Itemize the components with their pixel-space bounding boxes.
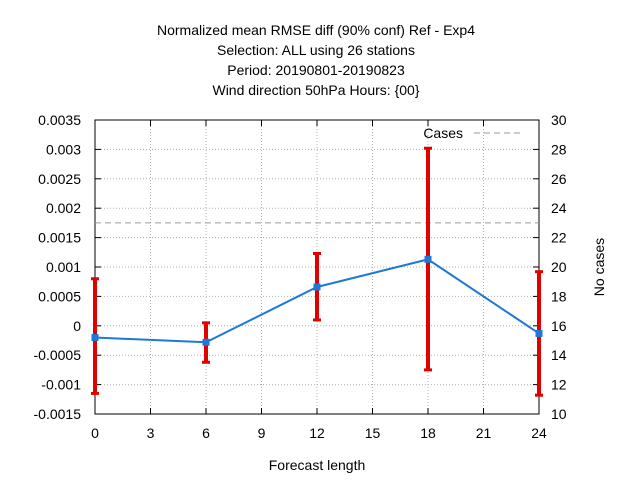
y2-tick-label: 24 bbox=[551, 200, 567, 216]
y2-tick-label: 12 bbox=[551, 377, 567, 393]
data-point bbox=[202, 338, 210, 346]
x-tick-label: 24 bbox=[531, 425, 547, 441]
x-tick-label: 12 bbox=[309, 425, 325, 441]
x-axis-label: Forecast length bbox=[269, 457, 366, 473]
y-tick-label: 0.002 bbox=[46, 200, 81, 216]
y2-tick-label: 10 bbox=[551, 406, 567, 422]
y-tick-label: -0.001 bbox=[41, 377, 81, 393]
y-tick-label: 0 bbox=[73, 318, 81, 334]
ticks: 0 3 6 9 12 15 18 21 24 -0.0015 -0.001 -0.0005 0 0.000… bbox=[34, 112, 567, 441]
y-tick-label: 0.0035 bbox=[38, 112, 81, 128]
legend-label: Cases bbox=[423, 125, 463, 141]
title-line: Normalized mean RMSE diff (90% conf) Ref… bbox=[157, 22, 475, 38]
legend: Cases bbox=[423, 125, 522, 141]
y2-tick-label: 18 bbox=[551, 288, 567, 304]
x-tick-label: 18 bbox=[420, 425, 436, 441]
y2-tick-label: 28 bbox=[551, 141, 567, 157]
data-point bbox=[535, 329, 543, 337]
y-tick-label: 0.0025 bbox=[38, 171, 81, 187]
y2-tick-label: 30 bbox=[551, 112, 567, 128]
title-line: Selection: ALL using 26 stations bbox=[217, 42, 415, 58]
data-point bbox=[313, 283, 321, 291]
x-tick-label: 6 bbox=[202, 425, 210, 441]
x-tick-label: 0 bbox=[91, 425, 99, 441]
y-tick-label: -0.0005 bbox=[34, 347, 82, 363]
series bbox=[91, 146, 543, 397]
data-point bbox=[91, 334, 99, 342]
y2-tick-label: 26 bbox=[551, 171, 567, 187]
y2-tick-label: 22 bbox=[551, 230, 567, 246]
y2-tick-label: 16 bbox=[551, 318, 567, 334]
y2-tick-label: 20 bbox=[551, 259, 567, 275]
y-tick-label: 0.001 bbox=[46, 259, 81, 275]
x-tick-label: 9 bbox=[258, 425, 266, 441]
data-point bbox=[424, 255, 432, 263]
x-tick-label: 3 bbox=[147, 425, 155, 441]
y-tick-label: -0.0015 bbox=[34, 406, 82, 422]
grid bbox=[95, 120, 539, 414]
y-tick-label: 0.0015 bbox=[38, 230, 81, 246]
y-tick-label: 0.003 bbox=[46, 141, 81, 157]
x-tick-label: 15 bbox=[365, 425, 381, 441]
title-line: Period: 20190801-20190823 bbox=[227, 62, 405, 78]
y2-axis-label: No cases bbox=[591, 238, 607, 296]
chart-title: Normalized mean RMSE diff (90% conf) Ref… bbox=[157, 22, 475, 98]
y2-tick-label: 14 bbox=[551, 347, 567, 363]
x-tick-label: 21 bbox=[476, 425, 492, 441]
y-tick-label: 0.0005 bbox=[38, 288, 81, 304]
title-line: Wind direction 50hPa Hours: {00} bbox=[212, 82, 419, 98]
